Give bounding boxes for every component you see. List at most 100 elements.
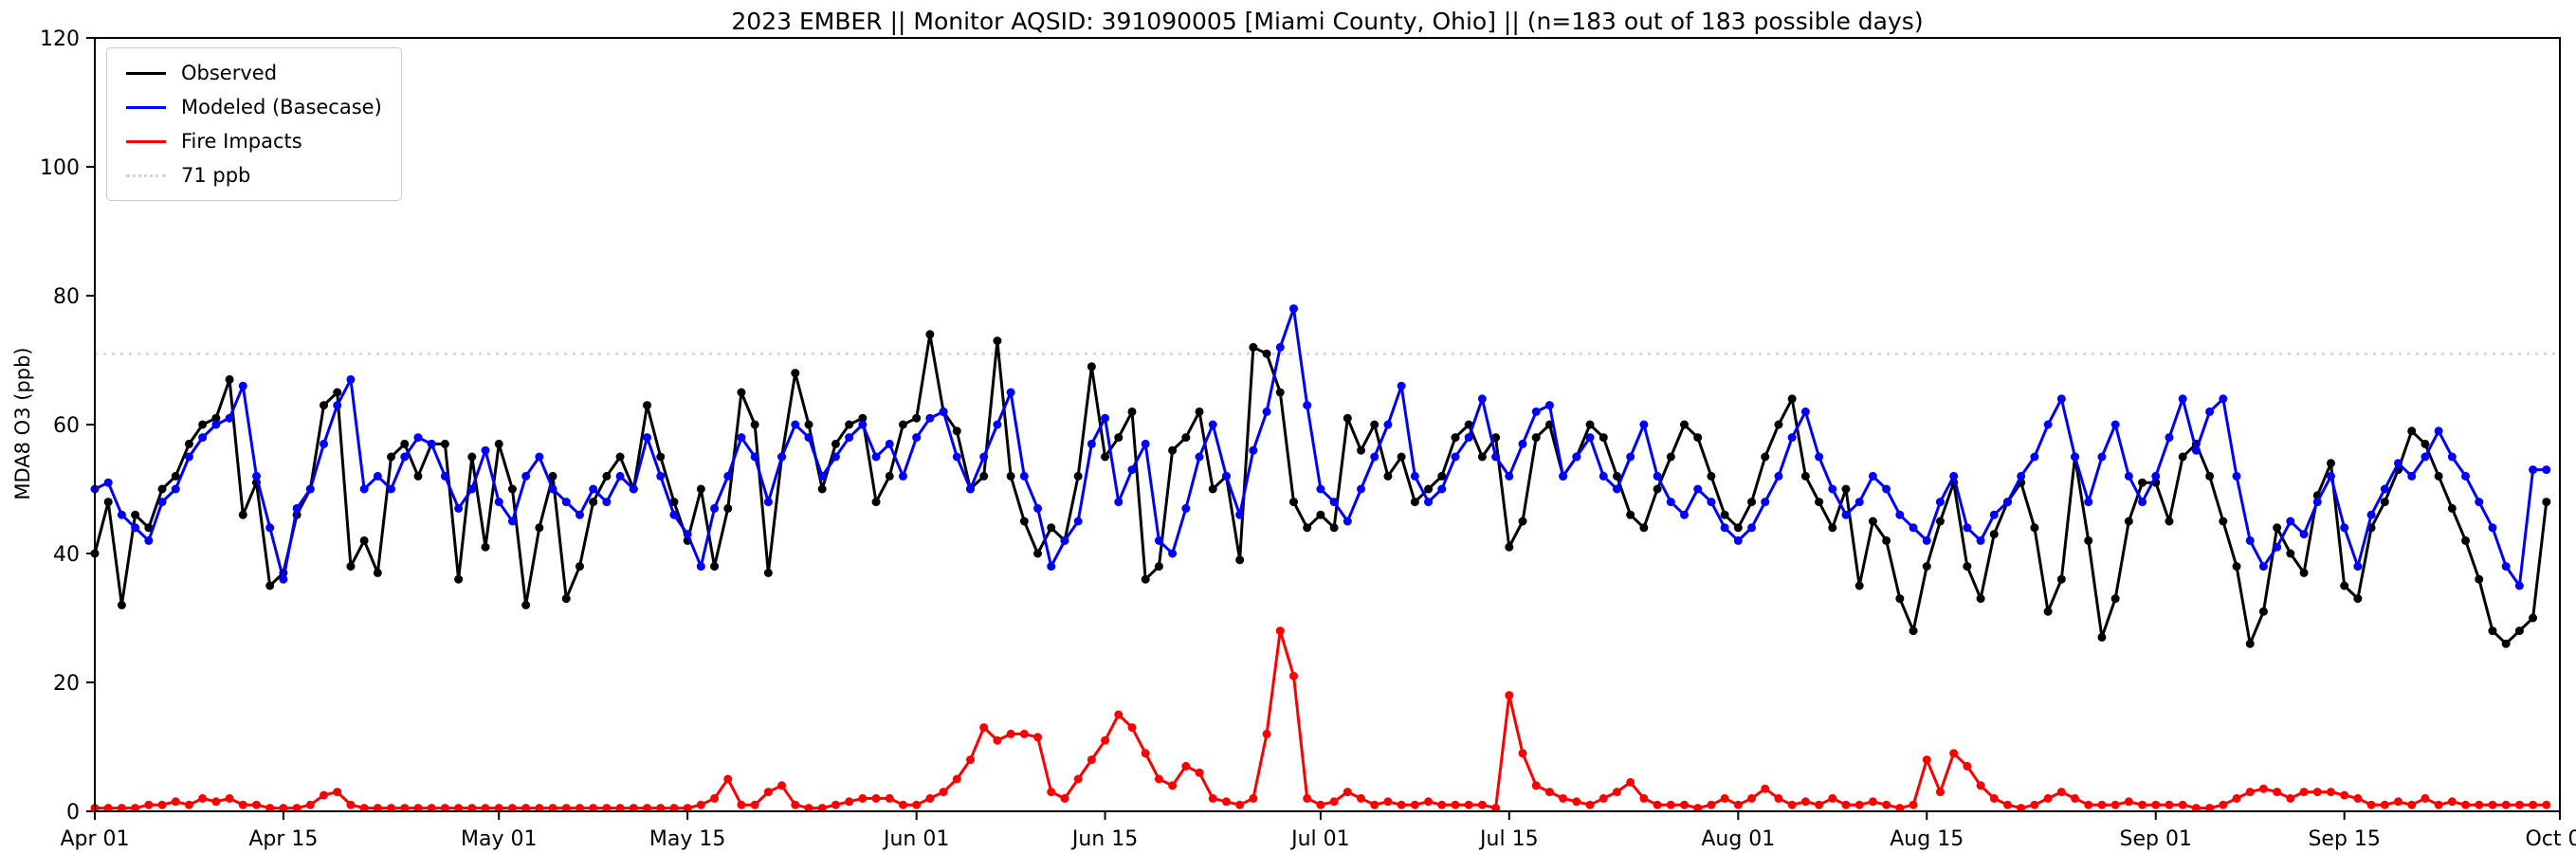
marker-observed — [817, 484, 827, 494]
marker-fire-impacts — [1288, 671, 1298, 681]
marker-observed — [602, 471, 612, 481]
marker-modeled-basecase — [791, 420, 800, 429]
marker-fire-impacts — [2205, 804, 2215, 813]
marker-modeled-basecase — [2394, 459, 2403, 468]
marker-modeled-basecase — [2205, 407, 2215, 416]
marker-modeled-basecase — [2514, 581, 2524, 590]
y-tick-label: 60 — [53, 414, 80, 438]
marker-modeled-basecase — [1343, 517, 1352, 526]
marker-modeled-basecase — [2191, 445, 2201, 455]
marker-modeled-basecase — [373, 471, 382, 481]
marker-fire-impacts — [965, 755, 975, 765]
marker-observed — [993, 336, 1002, 346]
marker-modeled-basecase — [1235, 510, 1245, 519]
marker-modeled-basecase — [2273, 542, 2282, 552]
marker-modeled-basecase — [1800, 407, 1810, 416]
marker-observed — [1437, 471, 1447, 481]
marker-modeled-basecase — [589, 484, 598, 494]
marker-fire-impacts — [1841, 800, 1851, 809]
marker-fire-impacts — [467, 804, 477, 813]
marker-observed — [925, 330, 935, 339]
marker-fire-impacts — [494, 804, 503, 813]
marker-observed — [1195, 407, 1204, 416]
x-tick-label: Jul 01 — [1289, 827, 1350, 851]
marker-observed — [1680, 420, 1690, 429]
marker-observed — [1828, 523, 1837, 533]
marker-observed — [440, 439, 449, 448]
marker-observed — [1666, 452, 1675, 462]
marker-observed — [1383, 471, 1393, 481]
marker-observed — [2219, 517, 2228, 526]
marker-observed — [1774, 420, 1783, 429]
marker-fire-impacts — [2056, 788, 2066, 797]
marker-fire-impacts — [845, 797, 854, 807]
marker-modeled-basecase — [1720, 523, 1729, 533]
marker-observed — [750, 420, 759, 429]
marker-observed — [481, 542, 490, 552]
marker-fire-impacts — [1666, 800, 1675, 809]
marker-observed — [589, 498, 598, 507]
marker-observed — [2165, 517, 2174, 526]
marker-observed — [1747, 498, 1757, 507]
marker-modeled-basecase — [387, 484, 396, 494]
marker-fire-impacts — [791, 800, 800, 809]
marker-observed — [225, 374, 234, 384]
marker-fire-impacts — [1922, 755, 1931, 765]
marker-modeled-basecase — [804, 433, 813, 443]
marker-fire-impacts — [656, 804, 666, 813]
marker-modeled-basecase — [2110, 420, 2120, 429]
marker-modeled-basecase — [1195, 452, 1204, 462]
marker-modeled-basecase — [2245, 535, 2255, 545]
marker-observed — [898, 420, 907, 429]
marker-observed — [2475, 574, 2484, 584]
marker-observed — [1329, 523, 1339, 533]
marker-modeled-basecase — [2097, 452, 2107, 462]
marker-modeled-basecase — [669, 510, 679, 519]
marker-modeled-basecase — [979, 452, 989, 462]
legend-label-observed: Observed — [181, 62, 278, 84]
x-tick-label: Aug 15 — [1890, 827, 1964, 851]
marker-observed — [1935, 517, 1945, 526]
marker-observed — [1033, 549, 1043, 558]
marker-fire-impacts — [1693, 804, 1703, 813]
legend-item-threshold: 71 ppb — [126, 164, 382, 187]
marker-observed — [1854, 581, 1864, 590]
marker-modeled-basecase — [1397, 381, 1406, 390]
marker-observed — [117, 600, 126, 609]
series-fire-impacts — [90, 626, 2551, 813]
marker-fire-impacts — [2447, 797, 2457, 807]
marker-modeled-basecase — [2529, 465, 2538, 475]
marker-modeled-basecase — [211, 420, 221, 429]
marker-fire-impacts — [184, 800, 193, 809]
marker-modeled-basecase — [2501, 562, 2511, 572]
marker-fire-impacts — [1505, 691, 1514, 700]
marker-observed — [1733, 523, 1743, 533]
marker-observed — [912, 413, 922, 423]
marker-fire-impacts — [1262, 729, 1271, 738]
marker-modeled-basecase — [1316, 484, 1325, 494]
marker-observed — [1249, 342, 1258, 352]
marker-modeled-basecase — [1047, 562, 1056, 572]
marker-modeled-basecase — [1424, 498, 1434, 507]
marker-fire-impacts — [1208, 793, 1217, 803]
marker-modeled-basecase — [1976, 535, 1985, 545]
marker-modeled-basecase — [1854, 498, 1864, 507]
marker-fire-impacts — [1019, 729, 1029, 738]
marker-observed — [198, 420, 208, 429]
marker-modeled-basecase — [643, 433, 652, 443]
marker-modeled-basecase — [2138, 498, 2147, 507]
marker-fire-impacts — [1626, 777, 1635, 787]
marker-modeled-basecase — [2421, 452, 2430, 462]
marker-modeled-basecase — [2002, 498, 2012, 507]
marker-observed — [507, 484, 517, 494]
marker-fire-impacts — [1424, 797, 1434, 807]
marker-modeled-basecase — [2312, 498, 2322, 507]
marker-modeled-basecase — [2542, 465, 2551, 475]
marker-fire-impacts — [696, 800, 705, 809]
marker-fire-impacts — [1653, 800, 1662, 809]
marker-modeled-basecase — [198, 433, 208, 443]
marker-fire-impacts — [2071, 793, 2080, 803]
marker-modeled-basecase — [1221, 471, 1231, 481]
marker-modeled-basecase — [2326, 471, 2335, 481]
marker-fire-impacts — [804, 804, 813, 813]
